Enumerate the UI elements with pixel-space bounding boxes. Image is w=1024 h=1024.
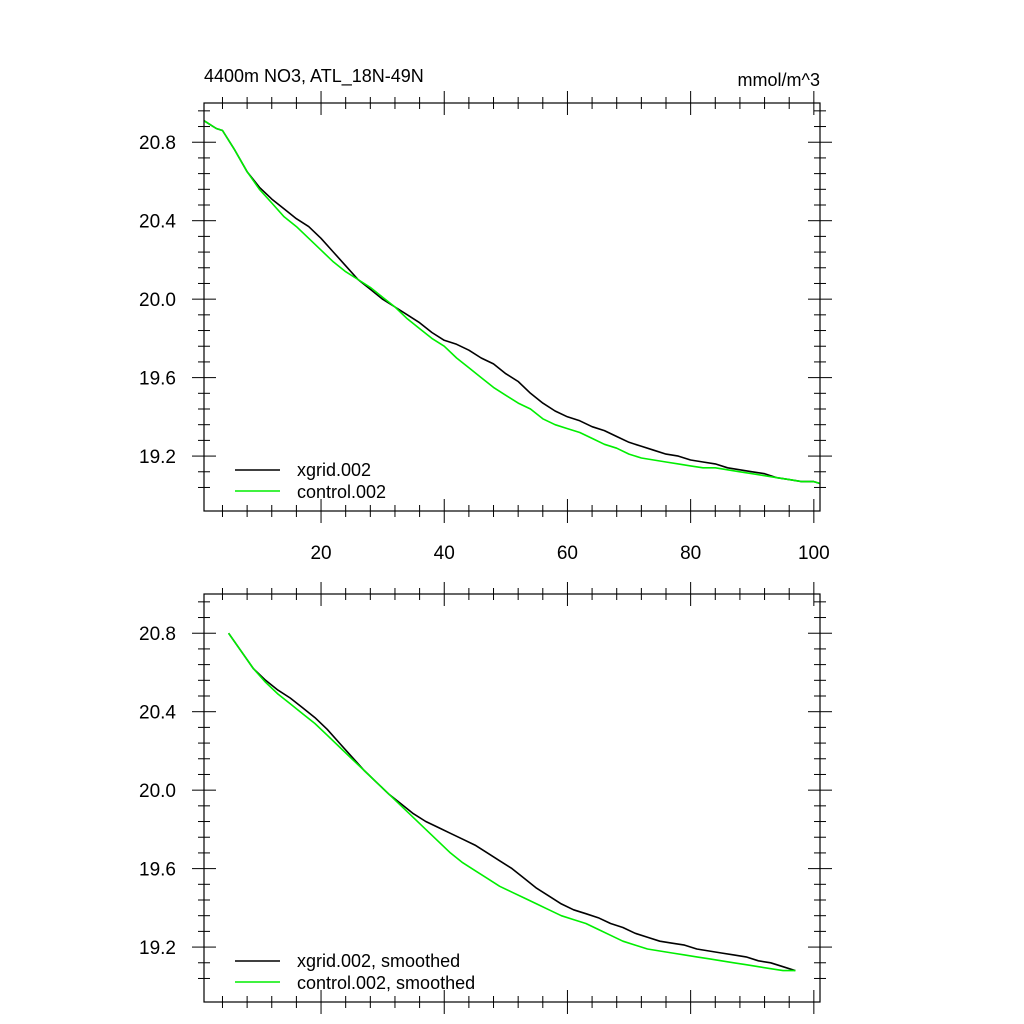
tick-marks-bottom xyxy=(192,582,832,1014)
series-line xyxy=(203,120,821,485)
y-tick-label: 20.8 xyxy=(139,133,176,154)
y-tick-label: 19.6 xyxy=(139,860,176,881)
plot-frame-bottom xyxy=(203,593,821,1003)
x-tick-label: 40 xyxy=(434,543,455,564)
y-tick-label: 20.0 xyxy=(139,290,176,311)
legend-bottom: xgrid.002, smoothed control.002, smoothe… xyxy=(235,951,475,993)
y-tick-label: 19.2 xyxy=(139,447,176,468)
panel-top: 4400m NO3, ATL_18N-49N mmol/m^3 20 40 60 80… xyxy=(139,66,832,564)
y-tick-label: 20.4 xyxy=(139,703,176,724)
legend-label-xgrid: xgrid.002 xyxy=(297,460,371,480)
y-tick-labels-bottom: 19.2 19.6 20.0 20.4 20.8 xyxy=(139,624,176,959)
x-tick-label: 20 xyxy=(310,543,331,564)
panel-title: 4400m NO3, ATL_18N-49N xyxy=(204,66,424,87)
x-tick-labels-top: 20 40 60 80 100 xyxy=(310,543,829,564)
legend-label-control: control.002 xyxy=(297,482,386,502)
series-lines-top xyxy=(203,120,821,485)
units-label: mmol/m^3 xyxy=(738,70,820,90)
legend-label-xgrid-smoothed: xgrid.002, smoothed xyxy=(297,951,460,971)
y-tick-labels-top: 19.2 19.6 20.0 20.4 20.8 xyxy=(139,133,176,468)
y-tick-label: 20.4 xyxy=(139,212,176,233)
x-tick-label: 100 xyxy=(798,543,830,564)
series-line xyxy=(227,632,796,972)
series-line xyxy=(227,632,796,972)
series-lines-bottom xyxy=(227,632,796,972)
legend-label-control-smoothed: control.002, smoothed xyxy=(297,973,475,993)
tick-marks-top xyxy=(192,91,832,523)
x-tick-label: 60 xyxy=(557,543,578,564)
x-tick-label: 80 xyxy=(680,543,701,564)
y-tick-label: 19.6 xyxy=(139,369,176,390)
series-line xyxy=(203,120,821,485)
panel-bottom: 19.2 19.6 20.0 20.4 20.8 xgrid.002, smoothed… xyxy=(139,582,832,1014)
legend-top: xgrid.002 control.002 xyxy=(235,460,386,502)
y-tick-label: 19.2 xyxy=(139,938,176,959)
y-tick-label: 20.0 xyxy=(139,781,176,802)
y-tick-label: 20.8 xyxy=(139,624,176,645)
plot-frame-top xyxy=(203,102,821,512)
